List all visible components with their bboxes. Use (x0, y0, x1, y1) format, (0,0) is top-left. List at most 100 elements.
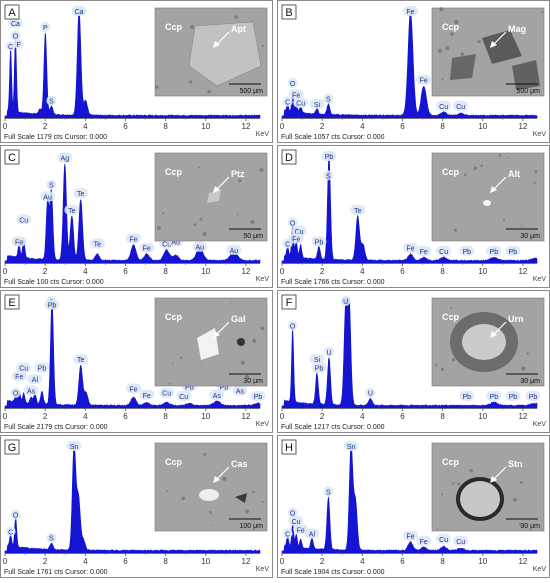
footer-fullscale: Full Scale 1179 cts Cursor: 0.000 (4, 134, 107, 141)
element-label: Pb (311, 236, 327, 247)
inset-host-label: Ccp (165, 22, 183, 32)
inset-speckle (521, 366, 526, 371)
element-label-bubble (16, 214, 32, 225)
x-tick-label: 10 (478, 412, 487, 421)
inset-speckle (445, 46, 450, 51)
x-tick-label: 0 (3, 412, 8, 421)
element-label-bubble (126, 383, 142, 394)
element-label-text: Pb (509, 249, 518, 256)
inset-speckle (203, 452, 207, 456)
panel-letter: H (281, 439, 297, 455)
panel-letter: F (281, 294, 297, 310)
element-label-text: Fe (406, 534, 414, 541)
element-label-bubble (139, 242, 155, 253)
inset-speckle (439, 7, 444, 12)
panel-letter-text: C (8, 152, 16, 164)
element-label-bubble (323, 486, 334, 497)
spectrum-panel-c: 0 2 4 6 8 10 12 KeV Full Scale 100 cts Cursor: 0… (0, 145, 273, 288)
inset-speckle (453, 228, 458, 232)
element-label-bubble (323, 93, 334, 104)
element-label-bubble (288, 89, 304, 100)
panel-letter-box (4, 294, 20, 310)
element-label-text: Te (77, 357, 85, 364)
scale-bar-label: 50 μm (243, 233, 263, 240)
element-label-bubble (5, 41, 16, 51)
x-tick-label: 4 (360, 412, 365, 421)
element-label: Sn (66, 441, 82, 451)
bse-inset: Ccp Alt 30 μm (431, 152, 545, 242)
element-label-text: Fe (15, 239, 23, 246)
mineral-grain-shape (482, 30, 522, 64)
bse-inset: Ccp Gal 30 μm (154, 297, 268, 387)
inset-speckle (193, 223, 197, 227)
inset-speckle (202, 231, 207, 237)
element-label: O (10, 387, 21, 398)
mineral-grain-shape (207, 189, 221, 203)
inset-arrowhead (490, 331, 497, 338)
element-label-bubble (73, 354, 89, 365)
x-tick-label: 10 (478, 267, 487, 276)
element-label-bubble (10, 509, 21, 520)
x-tick-label: 0 (3, 557, 8, 566)
element-label-bubble (416, 74, 432, 85)
element-label-bubble (282, 528, 293, 539)
element-label: U (365, 387, 376, 398)
inset-speckle (498, 154, 502, 158)
element-label: S (46, 95, 57, 106)
element-label-bubble (34, 362, 50, 373)
panel-letter-text: A (8, 7, 16, 19)
element-label: Te (350, 204, 366, 215)
element-label-bubble (293, 97, 309, 108)
element-label-bubble (304, 528, 320, 539)
element-label: Ag (57, 152, 73, 163)
element-label-bubble (209, 389, 225, 400)
spectrum-panel-a: 0 2 4 6 8 10 12 KeV Full Scale 1179 cts Cursor: … (0, 0, 273, 143)
mineral-grain (199, 489, 247, 503)
element-label-text: Te (77, 191, 85, 198)
element-label: Cu (16, 362, 32, 373)
footer-fullscale: Full Scale 1761 cts Cursor: 0.000 (4, 569, 108, 576)
inset-speckle (526, 352, 529, 355)
element-label-text: Te (94, 242, 102, 249)
element-label-bubble (287, 507, 298, 518)
element-label: U (323, 346, 334, 357)
inset-speckle (168, 382, 171, 385)
bse-inset: Ccp Apt 500 μm (154, 7, 268, 97)
inset-speckle (237, 213, 239, 216)
element-label-text: Pb (48, 303, 57, 310)
element-label-text: Pb (490, 249, 499, 256)
element-label: Ca (71, 6, 87, 16)
element-label-bubble (139, 389, 155, 400)
element-label: C (282, 96, 293, 107)
element-label-text: Te (354, 208, 362, 215)
inset-speckle (451, 482, 455, 485)
element-label-bubble (311, 236, 327, 247)
element-label-text: Au (43, 194, 52, 201)
inset-speckle (451, 358, 456, 362)
element-label: Te (73, 188, 89, 199)
spectrum-panel-d: 0 2 4 6 8 10 12 KeV Full Scale 1766 cts Cursor: … (277, 145, 550, 288)
inset-arrowhead (213, 41, 220, 48)
mineral-grain-shape (483, 200, 491, 206)
x-tick-label: 4 (360, 557, 365, 566)
element-label-text: Pb (529, 394, 538, 401)
inset-speckle (507, 156, 510, 159)
element-label-bubble (403, 6, 419, 16)
element-label: As (232, 385, 248, 396)
element-label: Au (226, 244, 242, 255)
element-label-bubble (46, 95, 57, 106)
bse-inset: Ccp Urn 30 μm (431, 297, 545, 387)
inset-background (154, 442, 268, 532)
element-label-text: O (13, 391, 19, 398)
panel-letter-box (4, 149, 20, 165)
x-tick-label: 0 (3, 122, 8, 131)
mineral-grain-shape (188, 21, 262, 87)
element-label: O (10, 509, 21, 520)
element-label-text: Pb (325, 154, 334, 161)
x-tick-label: 4 (360, 267, 365, 276)
inset-speckle (519, 481, 523, 484)
inset-speckle (260, 326, 265, 331)
element-label-bubble (293, 524, 309, 535)
x-tick-label: 10 (478, 122, 487, 131)
